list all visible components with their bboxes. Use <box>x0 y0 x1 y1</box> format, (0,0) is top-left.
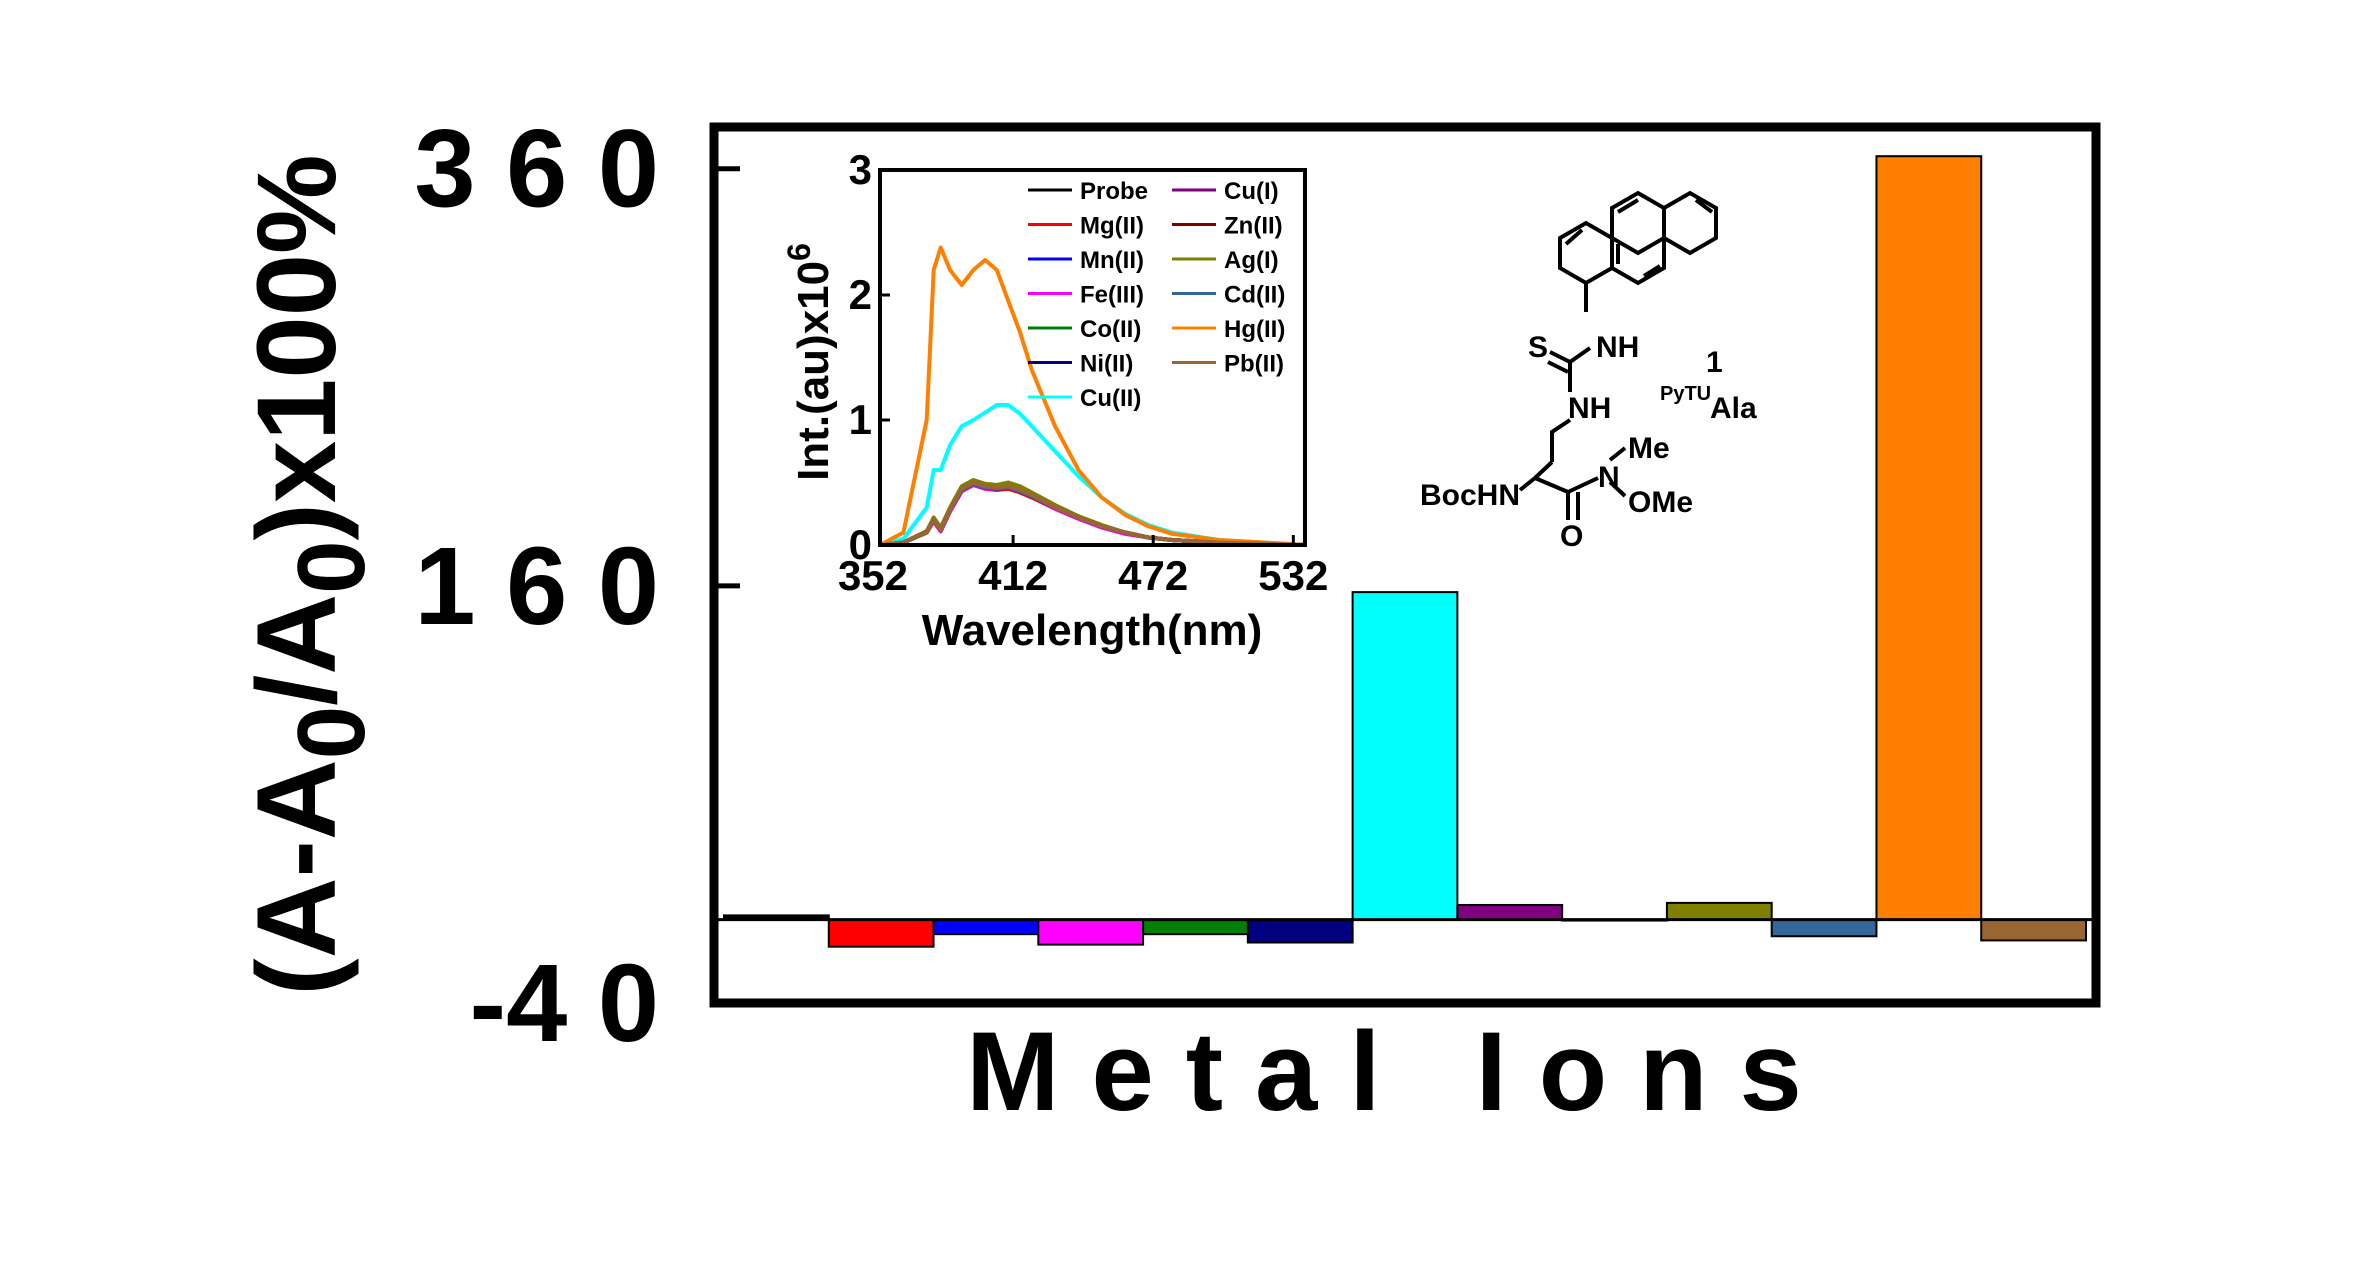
legend-label: Fe(III) <box>1080 282 1144 309</box>
inset-x-tick-label: 472 <box>1118 552 1188 599</box>
series-line-feiii <box>880 483 1305 545</box>
structure-labels: NH S NH 1 PyTU Ala Me N OMe BocHN O <box>1420 331 1757 553</box>
inset-x-tick-label: 412 <box>978 552 1048 599</box>
pyrene-double-bonds <box>1564 198 1714 278</box>
bar-feiii <box>1037 918 1145 946</box>
legend-label: Cu(I) <box>1224 178 1279 205</box>
main-y-tick-label: 1 6 0 <box>414 525 659 648</box>
series-line-probe <box>880 480 1305 545</box>
legend-label: Probe <box>1080 178 1148 205</box>
bond-ch2-ca <box>1533 460 1554 480</box>
bond-ca-co <box>1534 476 1569 494</box>
inset-chart: 352 412 472 532 0 1 2 3 Probe Mg(II) Mn(II) Fe(II… <box>781 146 1328 655</box>
bond-n-me <box>1608 446 1627 462</box>
y-label-pre: (A-A <box>234 759 359 995</box>
legend-label: Zn(II) <box>1224 213 1283 240</box>
series-line-hgii <box>880 245 1305 545</box>
pyrene-ring-d <box>1611 238 1666 286</box>
legend-label: Pb(II) <box>1224 351 1284 378</box>
bar-hgii <box>1875 155 1983 921</box>
bar-agi <box>1665 901 1773 921</box>
bond-co-o <box>1566 492 1580 520</box>
label-n: N <box>1598 461 1620 494</box>
legend-label: Cu(II) <box>1080 385 1141 412</box>
pyrene-ring-c <box>1558 220 1614 286</box>
y-label-mid: /A <box>234 594 359 706</box>
bar-pbii <box>1980 918 2087 942</box>
inset-x-tick-label: 352 <box>838 552 908 599</box>
series-line-mgii <box>880 483 1305 545</box>
main-y-tick-label: -4 0 <box>469 942 659 1065</box>
y-label-sub1: 0 <box>278 706 385 759</box>
legend-label: Mg(II) <box>1080 213 1144 240</box>
inset-y-axis: 0 1 2 3 <box>849 146 890 568</box>
label-number: 1 <box>1706 346 1723 379</box>
label-ome: OMe <box>1628 486 1693 519</box>
series-line-pbii <box>880 480 1305 545</box>
legend-label: Co(II) <box>1080 316 1141 343</box>
bar-niii <box>1246 918 1354 944</box>
bar-cuii <box>1351 591 1459 921</box>
label-compound-name: Ala <box>1710 392 1757 425</box>
legend-label: Mn(II) <box>1080 247 1144 274</box>
inset-y-tick-label: 2 <box>849 271 872 318</box>
series-line-znii <box>880 480 1305 545</box>
main-plot-frame <box>709 122 2101 1008</box>
inset-plot-frame <box>878 168 1307 547</box>
inset-y-tick-label: 1 <box>849 396 872 443</box>
bond-nh2-ch2 <box>1550 418 1572 462</box>
label-o: O <box>1560 520 1583 553</box>
legend-label: Ni(II) <box>1080 351 1133 378</box>
bond-n-ome <box>1608 480 1627 498</box>
label-compound-sup: PyTU <box>1660 383 1711 405</box>
label-me: Me <box>1628 432 1670 465</box>
bar-coii <box>1142 918 1249 936</box>
label-nh-top: NH <box>1596 331 1639 364</box>
y-label-sub2: 0 <box>278 540 385 593</box>
inset-series-lines <box>880 245 1305 545</box>
series-line-mnii <box>880 481 1305 545</box>
legend-label: Hg(II) <box>1224 316 1285 343</box>
label-bochn: BocHN <box>1420 479 1520 512</box>
inset-y-tick-label: 0 <box>849 521 872 568</box>
series-line-niii <box>880 481 1305 545</box>
bond-co-n <box>1567 476 1599 494</box>
label-nh-mid: NH <box>1568 392 1611 425</box>
inset-x-axis: 352 412 472 532 <box>838 535 1328 599</box>
inset-x-axis-label: Wavelength(nm) <box>922 606 1263 655</box>
main-y-axis-label: (A-A0/A0)x100% <box>234 154 385 995</box>
inset-y-label-sup: 6 <box>781 243 817 261</box>
inset-y-axis-label: Int.(au)x106 <box>781 243 838 481</box>
bond-ca-n <box>1518 476 1537 492</box>
bar-cui <box>1456 903 1564 921</box>
inset-x-tick-label: 532 <box>1258 552 1328 599</box>
main-y-tick-label: 3 6 0 <box>414 108 659 231</box>
chemical-structure <box>1518 190 1718 520</box>
series-line-cdii <box>880 481 1305 545</box>
bar-mnii <box>932 918 1040 936</box>
pyrene-ring-b <box>1663 190 1718 256</box>
legend-label: Cd(II) <box>1224 282 1285 309</box>
inset-legend: Probe Mg(II) Mn(II) Fe(III) Co(II) Ni(II) Cu(I… <box>1028 178 1285 412</box>
legend-label: Ag(I) <box>1224 247 1279 274</box>
main-x-axis-label: Metal Ions <box>966 1009 1834 1134</box>
y-label-post: )x100% <box>234 154 359 540</box>
bond-c-s <box>1547 350 1571 374</box>
bar-mgii <box>827 918 935 948</box>
label-s: S <box>1528 331 1548 364</box>
main-bars <box>723 155 2087 948</box>
main-y-axis: -4 0 1 6 0 3 6 0 <box>414 108 740 1065</box>
inset-y-tick-label: 3 <box>849 146 872 193</box>
bar-cdii <box>1770 918 1878 938</box>
bond-nh-c <box>1568 346 1592 364</box>
inset-y-label-main: Int.(au)x10 <box>789 261 838 481</box>
